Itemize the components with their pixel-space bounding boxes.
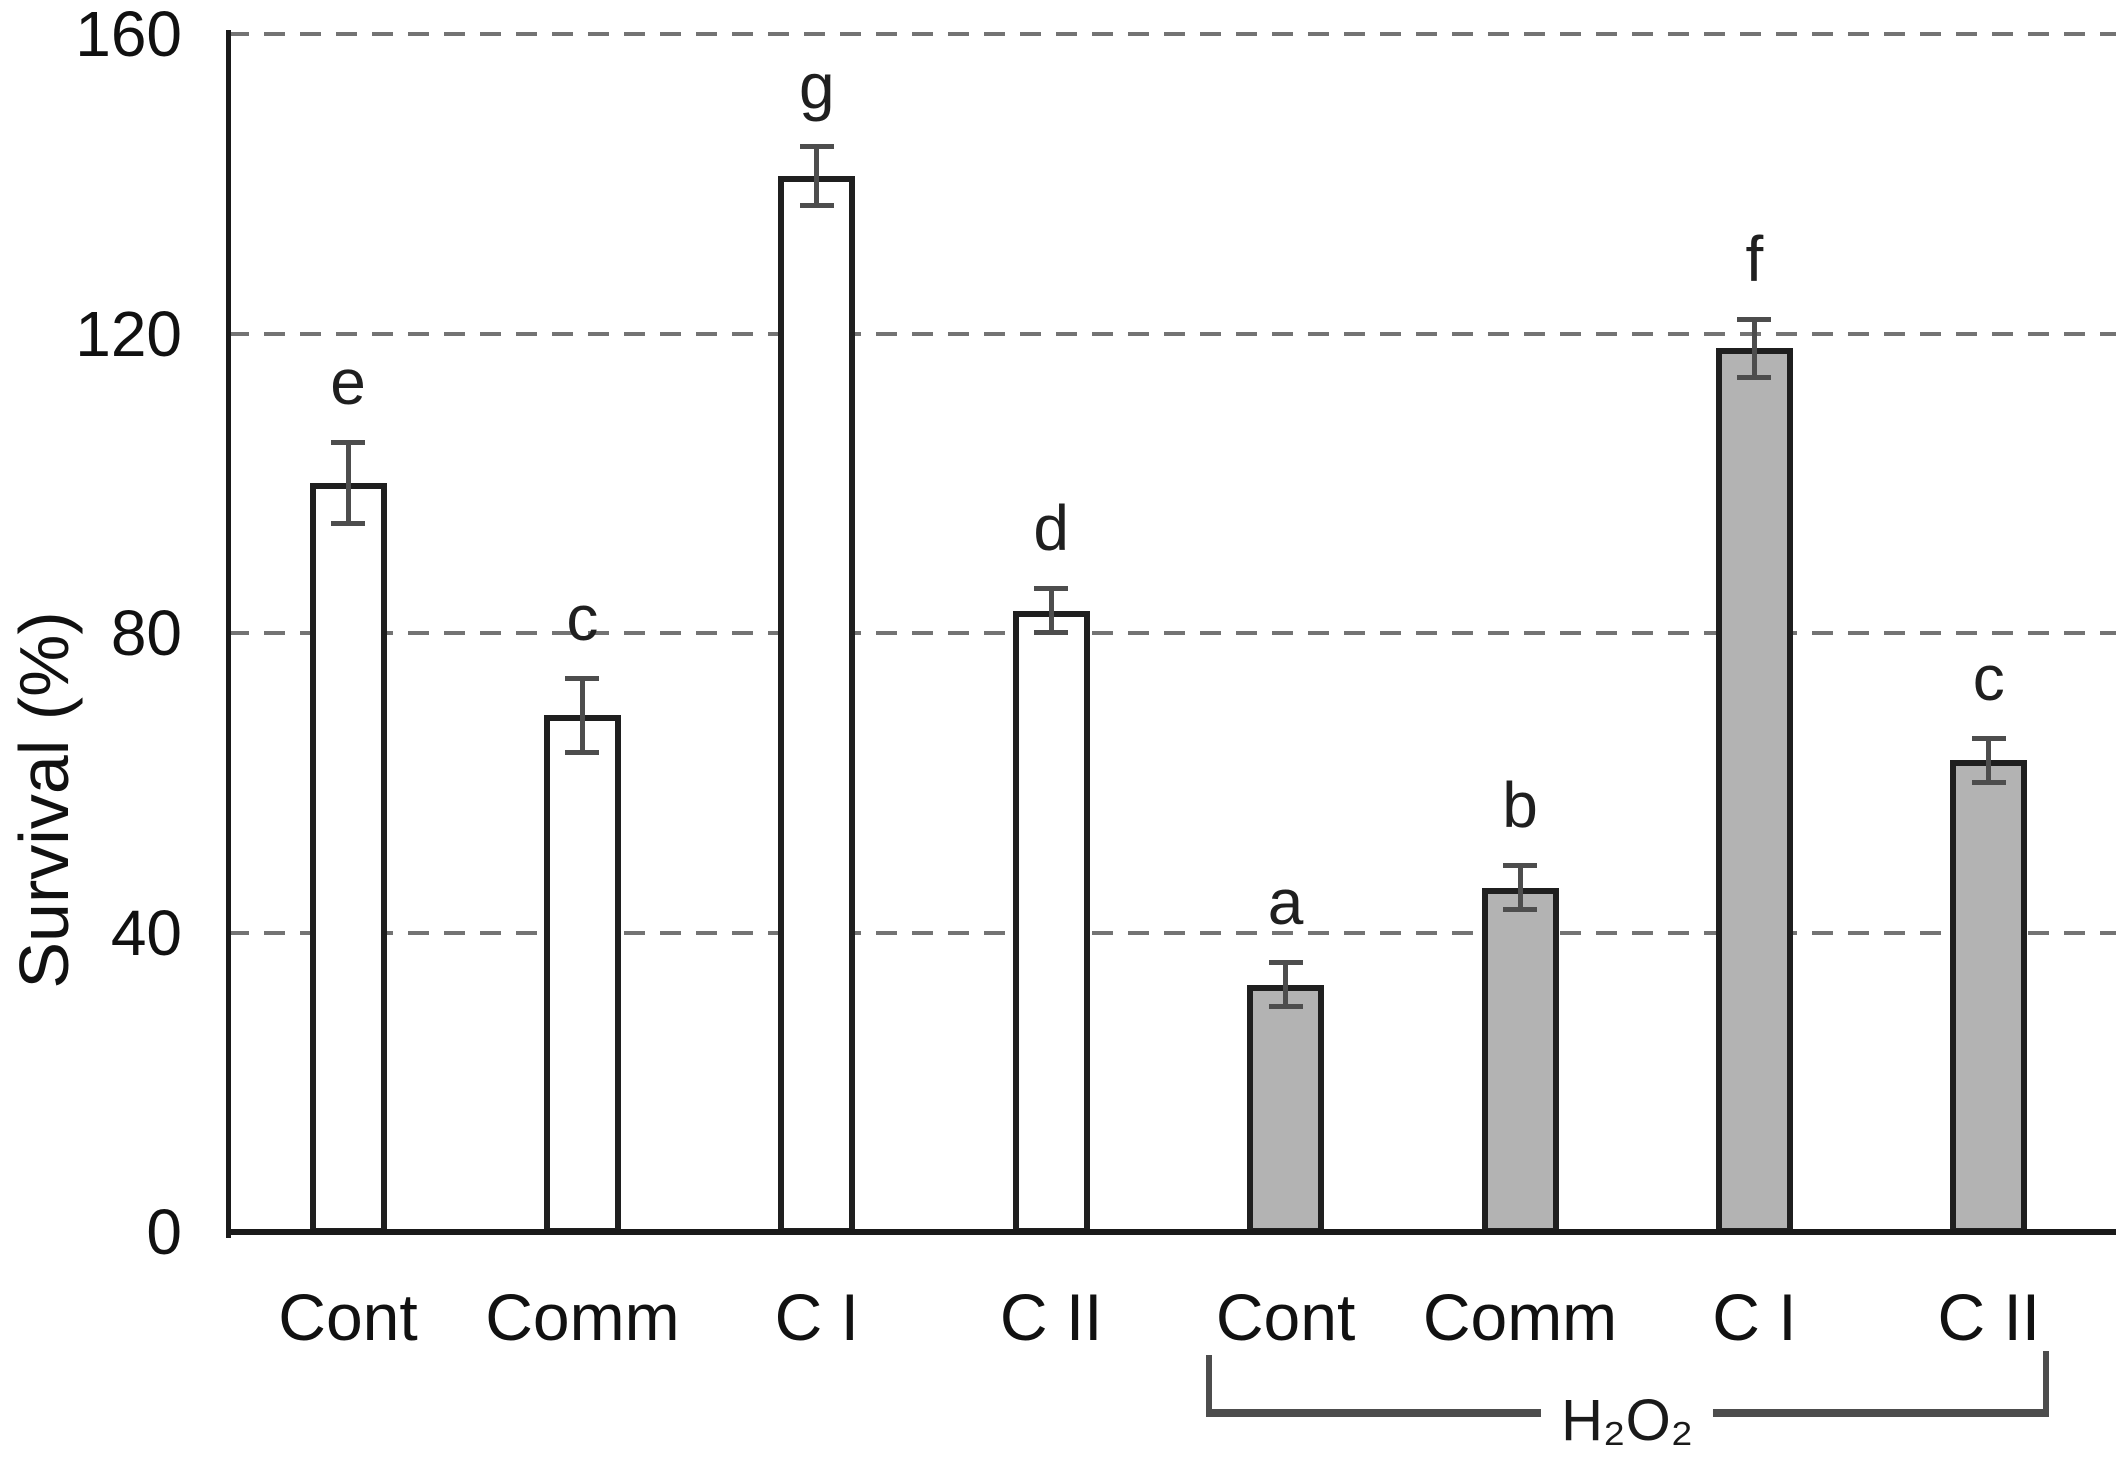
x-axis-label-h2o2-ci: C I (1712, 1280, 1797, 1354)
y-tick-label-120: 120 (75, 297, 182, 370)
significance-letter-h2o2-cii: c (1972, 641, 2005, 714)
bar-h2o2-comm (1481, 887, 1559, 1234)
error-bar-cap-top-h2o2-cii (1971, 735, 2006, 741)
error-bar-cap-top-ctrl-cii (1034, 586, 1069, 592)
bar-ctrl-comm (543, 715, 621, 1234)
x-axis-label-ctrl-ci: C I (774, 1280, 859, 1354)
significance-letter-ctrl-cont: e (330, 346, 366, 419)
bar-h2o2-ci (1715, 348, 1793, 1234)
error-bar-cap-bottom-ctrl-comm (565, 749, 600, 755)
gridline-120 (228, 331, 2116, 336)
h2o2-bracket-right-riser (2042, 1351, 2049, 1413)
y-axis-line (226, 30, 231, 1238)
gridline-40 (228, 930, 2116, 935)
error-bar-cap-bottom-h2o2-cont (1268, 1004, 1303, 1010)
bar-h2o2-cii (1950, 760, 2028, 1234)
bar-ctrl-cii (1012, 610, 1090, 1234)
error-bar-cap-top-ctrl-ci (799, 144, 834, 150)
x-axis-line (226, 1229, 2116, 1235)
gridline-160 (228, 32, 2116, 36)
bar-h2o2-cont (1247, 984, 1325, 1234)
h2o2-label: H₂O₂ (1541, 1392, 1714, 1450)
error-bar-cap-top-h2o2-comm (1503, 863, 1537, 869)
y-tick-label-160: 160 (75, 0, 182, 70)
y-tick-label-0: 0 (146, 1196, 182, 1268)
significance-letter-ctrl-cii: d (1033, 492, 1069, 565)
significance-letter-ctrl-ci: g (799, 50, 835, 123)
significance-letter-h2o2-cont: a (1267, 866, 1304, 939)
error-bar-line-ctrl-cii (1048, 588, 1054, 633)
x-axis-label-h2o2-cont: Cont (1215, 1280, 1356, 1354)
h2o2-bracket-left-riser (1205, 1355, 1212, 1413)
x-axis-label-h2o2-comm: Comm (1422, 1280, 1618, 1354)
error-bar-cap-bottom-h2o2-ci (1737, 375, 1772, 381)
x-axis-label-h2o2-cii: C II (1937, 1280, 2041, 1354)
significance-letter-h2o2-comm: b (1502, 769, 1538, 842)
error-bar-line-h2o2-comm (1517, 865, 1523, 911)
error-bar-cap-bottom-ctrl-ci (799, 203, 834, 209)
error-bar-cap-top-h2o2-ci (1737, 316, 1772, 322)
significance-letter-h2o2-ci: f (1745, 222, 1764, 295)
error-bar-cap-top-ctrl-comm (565, 675, 600, 681)
error-bar-line-h2o2-ci (1751, 318, 1757, 379)
error-bar-cap-bottom-ctrl-cont (331, 521, 365, 527)
error-bar-cap-top-ctrl-cont (331, 440, 365, 446)
x-axis-label-ctrl-cii: C II (999, 1280, 1103, 1354)
gridline-80 (228, 631, 2116, 635)
x-axis-label-ctrl-cont: Cont (278, 1280, 418, 1354)
bar-ctrl-ci (778, 176, 856, 1234)
y-tick-label-80: 80 (110, 597, 182, 669)
error-bar-line-ctrl-comm (579, 677, 585, 753)
x-axis-label-ctrl-comm: Comm (485, 1280, 680, 1354)
error-bar-cap-bottom-ctrl-cii (1034, 630, 1069, 635)
error-bar-line-h2o2-cii (1986, 737, 1992, 783)
error-bar-line-ctrl-ci (814, 146, 820, 207)
y-tick-label-40: 40 (110, 896, 182, 969)
error-bar-line-ctrl-cont (345, 442, 351, 525)
error-bar-cap-bottom-h2o2-comm (1503, 907, 1537, 913)
error-bar-line-h2o2-cont (1283, 962, 1289, 1008)
error-bar-cap-bottom-h2o2-cii (1971, 779, 2006, 785)
error-bar-cap-top-h2o2-cont (1268, 960, 1303, 966)
significance-letter-ctrl-comm: c (566, 581, 599, 654)
